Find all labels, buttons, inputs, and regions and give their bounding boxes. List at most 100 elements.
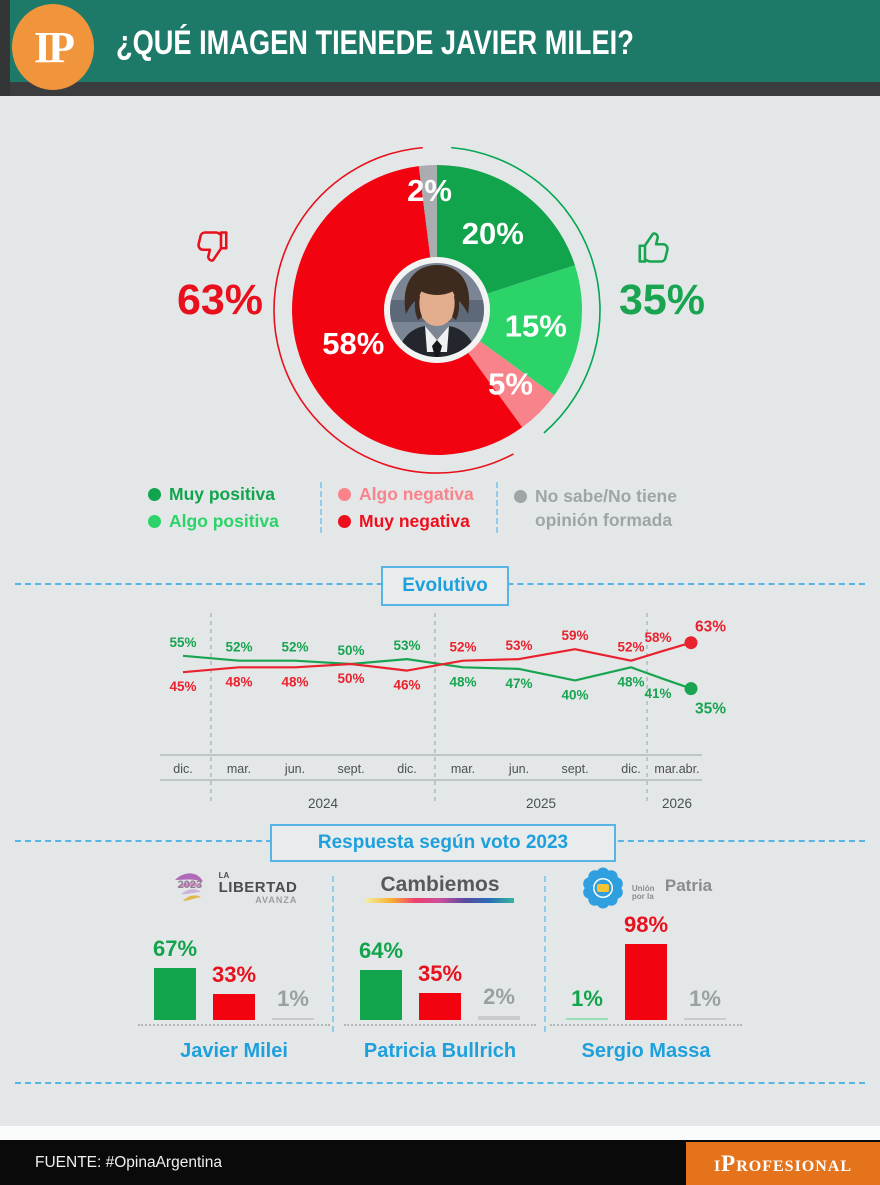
header-left-edge bbox=[0, 0, 10, 96]
legend-label: No sabe/No tiene opinión formada bbox=[535, 485, 677, 530]
evolutivo-title-box: Evolutivo bbox=[381, 566, 509, 606]
bar-value-label: 1% bbox=[689, 986, 721, 1011]
page-title: ¿QUÉ IMAGEN TIENEDE JAVIER MILEI? bbox=[116, 24, 634, 62]
legend-column-1: Muy positiva Algo positiva bbox=[148, 482, 320, 533]
bar bbox=[154, 968, 196, 1020]
respuesta-title-box: Respuesta según voto 2023 bbox=[270, 824, 616, 862]
point-label: 58% bbox=[644, 630, 671, 645]
legend-dot-icon bbox=[338, 515, 351, 528]
uxp-wordmark: Unión por la Patria bbox=[631, 875, 713, 901]
bar-value-label: 33% bbox=[211, 962, 257, 987]
bar bbox=[360, 970, 402, 1020]
header-band bbox=[10, 0, 880, 82]
point-label: 41% bbox=[644, 686, 671, 701]
bar-value-label: 2% bbox=[483, 984, 515, 1009]
group-baseline bbox=[138, 1024, 330, 1026]
point-label: 47% bbox=[505, 676, 532, 691]
legend-item: Muy positiva bbox=[148, 482, 320, 506]
legend-label: Algo negativa bbox=[359, 484, 474, 504]
uxp-sun-icon bbox=[583, 867, 623, 909]
x-tick-label: sept. bbox=[561, 762, 588, 776]
point-label: 45% bbox=[169, 679, 196, 694]
bar-value-label: 98% bbox=[623, 912, 669, 937]
point-label: 52% bbox=[225, 640, 252, 655]
point-label: 48% bbox=[617, 674, 644, 689]
bar-value-label: 67% bbox=[152, 936, 198, 961]
point-label: 48% bbox=[449, 674, 476, 689]
end-dot bbox=[684, 636, 698, 650]
party-logo: 2023 LA LIBERTAD AVANZA bbox=[138, 868, 330, 908]
milei-photo bbox=[384, 257, 490, 363]
negative-arc bbox=[273, 146, 514, 474]
bar-column: 98% bbox=[623, 912, 669, 1020]
lla-year: 2023 bbox=[177, 879, 203, 891]
bar bbox=[272, 1018, 314, 1020]
bar bbox=[478, 1016, 520, 1020]
legend-label: Algo positiva bbox=[169, 511, 279, 531]
vote-group-2: Cambiemos 64% 35% 2% bbox=[344, 868, 536, 1026]
x-tick-label: jun. bbox=[284, 762, 305, 776]
x-tick-label: mar. bbox=[451, 762, 475, 776]
footer-white-strip bbox=[0, 1126, 880, 1140]
bar bbox=[419, 993, 461, 1020]
bar-column: 1% bbox=[566, 986, 608, 1020]
x-tick-label: dic. bbox=[621, 762, 640, 776]
positive-total: 35% bbox=[618, 276, 706, 324]
bar bbox=[566, 1018, 608, 1020]
legend-dot-icon bbox=[148, 515, 161, 528]
legend-column-2: Algo negativa Muy negativa bbox=[320, 482, 496, 533]
point-label: 59% bbox=[561, 628, 588, 643]
party-logo: Cambiemos bbox=[344, 868, 536, 908]
end-dot bbox=[684, 682, 698, 696]
bar-column: 64% bbox=[358, 938, 404, 1020]
party-logo: Unión por la Patria bbox=[550, 867, 742, 909]
lla-wings-icon: 2023 bbox=[171, 870, 213, 906]
x-tick-label: jun. bbox=[508, 762, 529, 776]
candidate-name: Javier Milei bbox=[180, 1040, 288, 1062]
evolutivo-title: Evolutivo bbox=[402, 575, 488, 596]
header-dark-strip bbox=[10, 82, 880, 96]
cambiemos-rainbow-bar bbox=[366, 898, 514, 903]
positive-arc bbox=[451, 146, 601, 434]
legend-dot-icon bbox=[148, 488, 161, 501]
cambiemos-wordmark: Cambiemos bbox=[366, 873, 514, 903]
ip-logo-text: IP bbox=[34, 22, 75, 72]
pie-label-2: 15% bbox=[505, 309, 567, 344]
candidate-name: Sergio Massa bbox=[581, 1040, 711, 1062]
bars-row: 64% 35% 2% bbox=[344, 908, 536, 1020]
year-label: 2025 bbox=[526, 796, 556, 811]
thumbs-up-icon bbox=[636, 230, 672, 271]
point-label: 52% bbox=[617, 640, 644, 655]
image-pie-chart: 20% 15% 5% 58% 2% bbox=[273, 146, 601, 474]
legend-item: Muy negativa bbox=[338, 509, 496, 533]
bar-column: 33% bbox=[211, 962, 257, 1020]
bar-column: 35% bbox=[418, 961, 462, 1020]
bar-value-label: 64% bbox=[358, 938, 404, 963]
candidate-name: Patricia Bullrich bbox=[363, 1040, 517, 1062]
point-label: 48% bbox=[225, 674, 252, 689]
line-series-2 bbox=[182, 641, 692, 674]
line-series-1 bbox=[182, 654, 692, 690]
footer-source: FUENTE: #OpinaArgentina bbox=[35, 1153, 222, 1171]
ip-logo: IP bbox=[12, 4, 94, 90]
bar bbox=[213, 994, 255, 1020]
legend-dot-icon bbox=[514, 489, 527, 503]
group-separator-1 bbox=[332, 876, 334, 1032]
bar-value-label: 1% bbox=[277, 986, 309, 1011]
bars-row: 1% 98% 1% bbox=[550, 908, 742, 1020]
x-tick-label: dic. bbox=[397, 762, 416, 776]
pie-label-1: 20% bbox=[462, 216, 524, 251]
vote-group-1: 2023 LA LIBERTAD AVANZA 67% 33% 1% bbox=[138, 868, 330, 1026]
point-label: 53% bbox=[393, 638, 420, 653]
point-label: 53% bbox=[505, 638, 532, 653]
bar-column: 1% bbox=[684, 986, 726, 1020]
year-label: 2026 bbox=[662, 796, 692, 811]
bar-column: 2% bbox=[478, 984, 520, 1020]
legend-label: Muy negativa bbox=[359, 511, 470, 531]
legend-dot-icon bbox=[338, 488, 351, 501]
thumbs-down-icon bbox=[194, 228, 230, 269]
point-label: 52% bbox=[449, 640, 476, 655]
pie-legend: Muy positiva Algo positiva Algo negativa Mu… bbox=[148, 482, 748, 533]
year-label: 2024 bbox=[308, 796, 339, 811]
